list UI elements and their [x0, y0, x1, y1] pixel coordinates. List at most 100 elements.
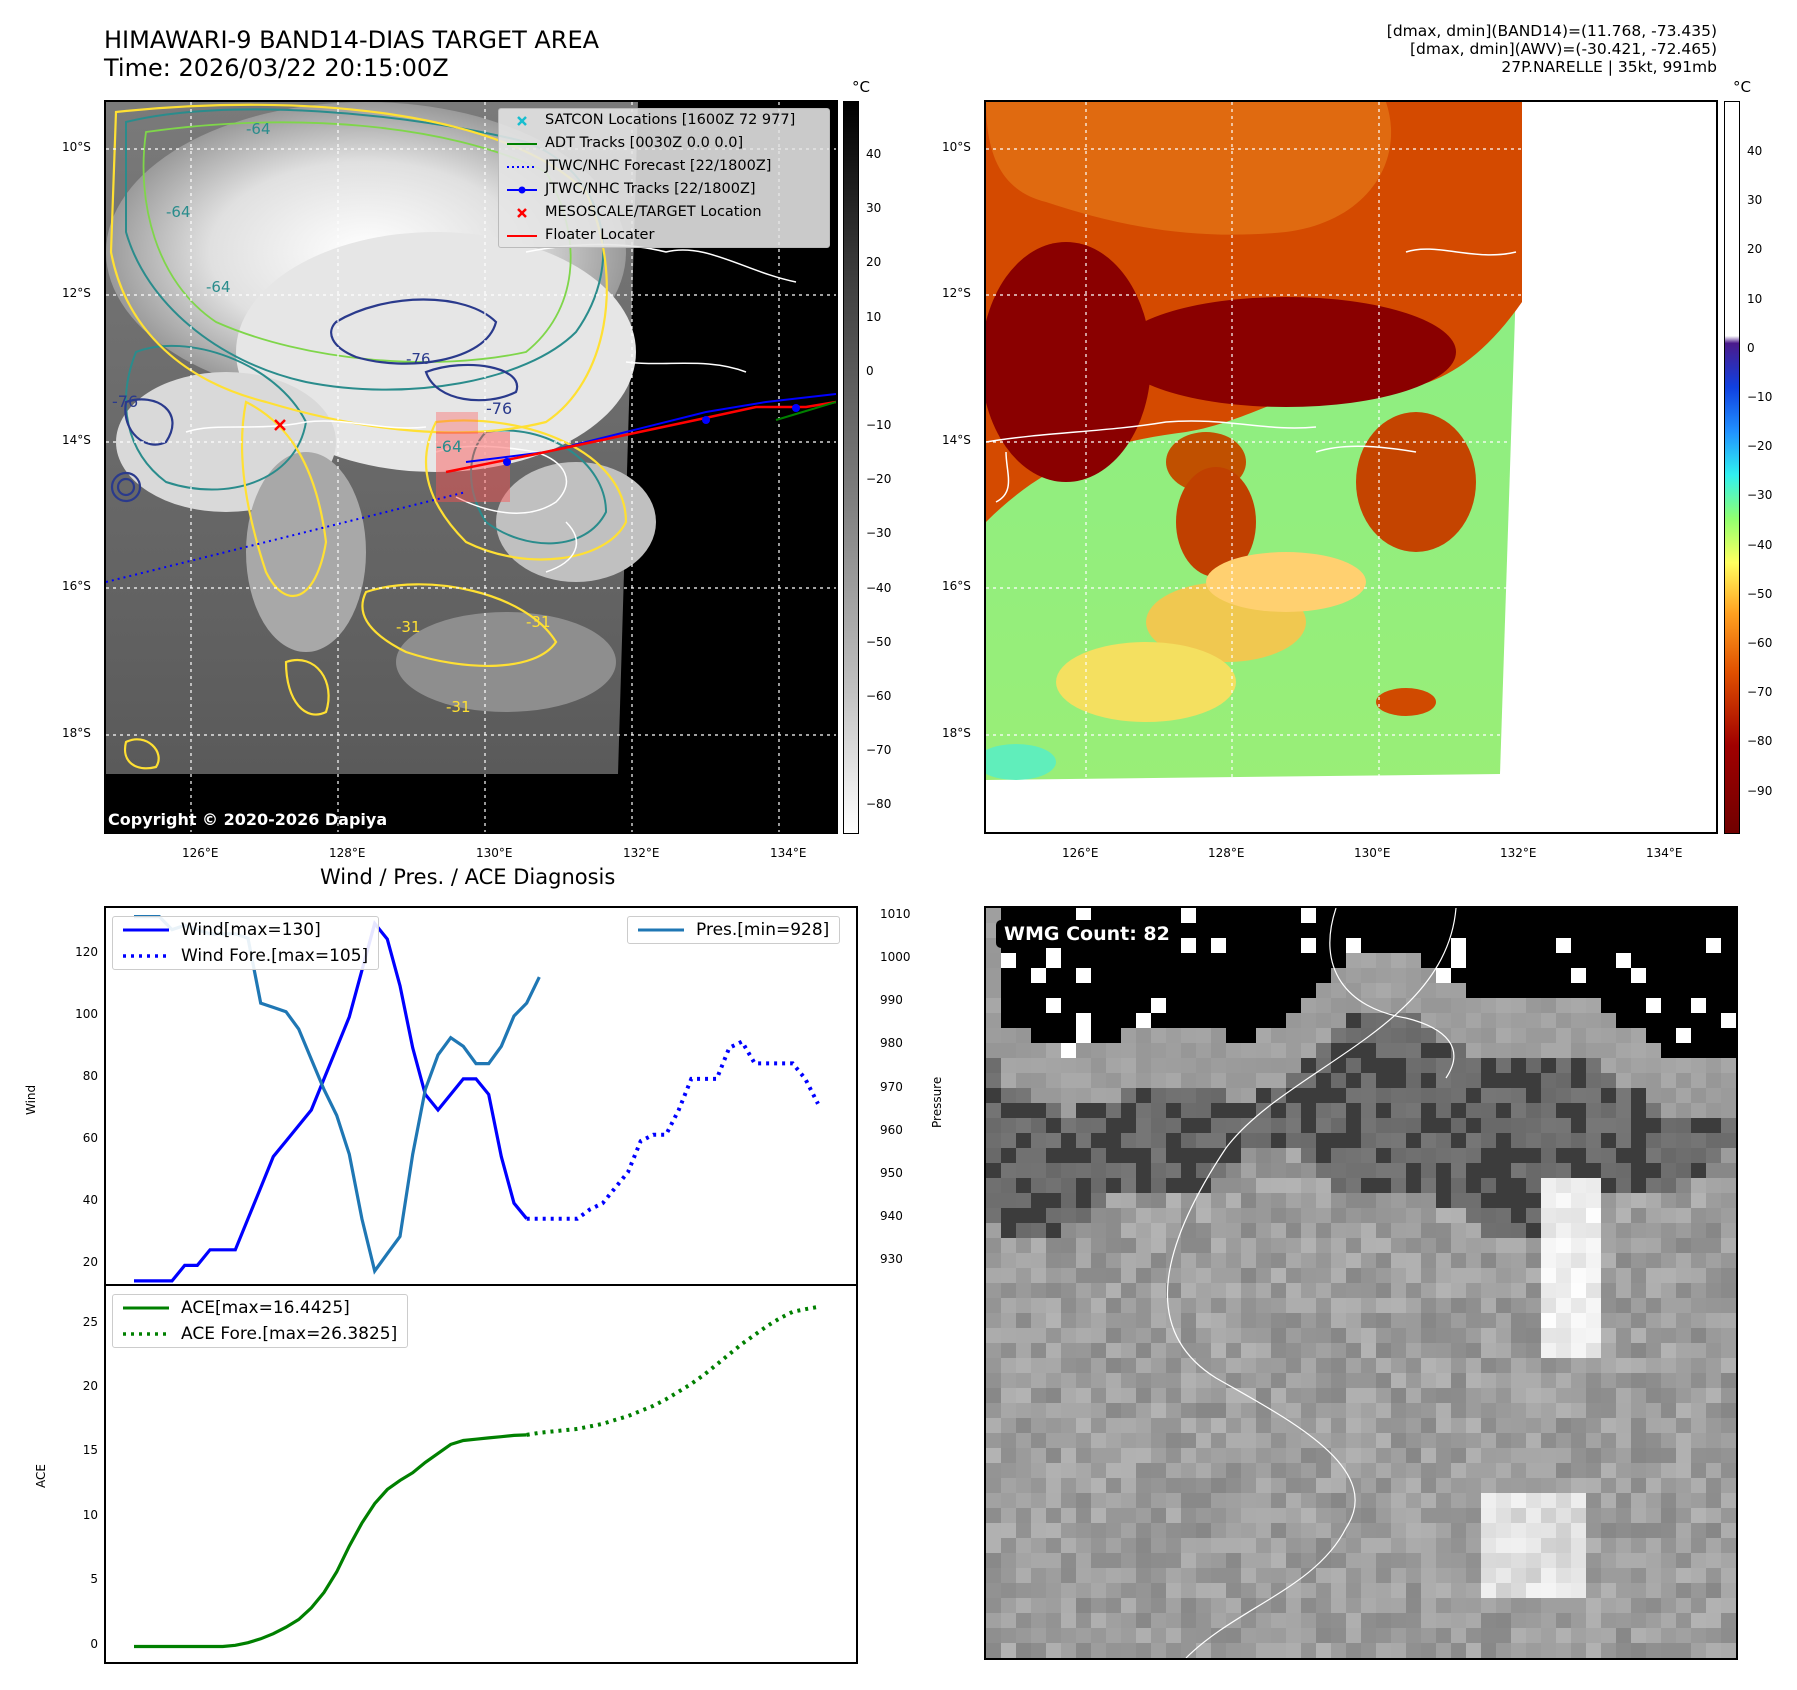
wmg-cell — [1631, 983, 1646, 998]
wmg-cell — [1031, 1013, 1046, 1028]
wmg-cell — [1391, 1538, 1406, 1553]
wmg-cell — [1211, 1118, 1226, 1133]
wmg-cell — [1181, 1448, 1196, 1463]
wmg-cell — [1406, 1193, 1421, 1208]
wmg-cell — [1271, 1043, 1286, 1058]
wmg-cell — [1181, 1388, 1196, 1403]
wmg-cell — [1211, 1553, 1226, 1568]
wmg-cell — [1526, 998, 1541, 1013]
wmg-cell — [1001, 1133, 1016, 1148]
gray-colorbar-tick: 20 — [866, 255, 882, 270]
wmg-cell — [1076, 1313, 1091, 1328]
wmg-cell — [1331, 1028, 1346, 1043]
wmg-cell — [1361, 1373, 1376, 1388]
wmg-cell — [1391, 1283, 1406, 1298]
wmg-cell — [1436, 1268, 1451, 1283]
wmg-cell — [1586, 1538, 1601, 1553]
wmg-cell — [1031, 1553, 1046, 1568]
wmg-cell — [1406, 1628, 1421, 1643]
wmg-cell — [1586, 1208, 1601, 1223]
wmg-cell — [1466, 938, 1481, 953]
wmg-cell — [1616, 1088, 1631, 1103]
wmg-cell — [1196, 1013, 1211, 1028]
wmg-cell — [1016, 1028, 1031, 1043]
wmg-cell — [1211, 1268, 1226, 1283]
wmg-cell — [1166, 1133, 1181, 1148]
wmg-cell — [1526, 1058, 1541, 1073]
wmg-cell — [1166, 1178, 1181, 1193]
wmg-cell — [1226, 1538, 1241, 1553]
wmg-cell — [1001, 1433, 1016, 1448]
wmg-cell — [1511, 1073, 1526, 1088]
wmg-cell — [1091, 1373, 1106, 1388]
wmg-cell — [1376, 998, 1391, 1013]
wmg-cell — [1361, 1328, 1376, 1343]
wmg-cell — [1256, 1418, 1271, 1433]
legend-label-mesoscale: MESOSCALE/TARGET Location — [545, 204, 762, 220]
wmg-cell — [1121, 1358, 1136, 1373]
wmg-cell — [1196, 953, 1211, 968]
wmg-cell — [1241, 1253, 1256, 1268]
wmg-cell — [1391, 1103, 1406, 1118]
wmg-cell — [1256, 1088, 1271, 1103]
wmg-cell — [1541, 1388, 1556, 1403]
wmg-cell — [1646, 923, 1661, 938]
wmg-cell — [1061, 1433, 1076, 1448]
legend-label-jtwc-forecast: JTWC/NHC Forecast [22/1800Z] — [545, 158, 772, 174]
wmg-cell — [1556, 1028, 1571, 1043]
wmg-cell — [1136, 953, 1151, 968]
wmg-cell — [1271, 1028, 1286, 1043]
wmg-cell — [1586, 1073, 1601, 1088]
wmg-cell — [1331, 1448, 1346, 1463]
wmg-cell — [1721, 1043, 1736, 1058]
wmg-cell — [1406, 1373, 1421, 1388]
wmg-cell — [1586, 1133, 1601, 1148]
wmg-cell — [986, 1193, 1001, 1208]
wmg-cell — [1241, 1058, 1256, 1073]
wmg-cell — [1436, 1553, 1451, 1568]
wmg-cell — [986, 1103, 1001, 1118]
wmg-cell — [1181, 998, 1196, 1013]
wmg-cell — [1436, 998, 1451, 1013]
figure-title: HIMAWARI-9 BAND14-DIAS TARGET AREA Time:… — [104, 26, 599, 82]
line-dot-icon — [507, 186, 537, 194]
wmg-cell — [1406, 1133, 1421, 1148]
gray-colorbar-tick: −80 — [866, 797, 892, 812]
wmg-cell — [1646, 1433, 1661, 1448]
lat-label-18s: 18°S — [62, 726, 91, 740]
wmg-cell — [1001, 1328, 1016, 1343]
wmg-cell — [1511, 1358, 1526, 1373]
wmg-cell — [1136, 1373, 1151, 1388]
wmg-cell — [1706, 1478, 1721, 1493]
wmg-cell — [1106, 1493, 1121, 1508]
wmg-cell — [1706, 1418, 1721, 1433]
wmg-cell — [1046, 1223, 1061, 1238]
wmg-cell — [1166, 1478, 1181, 1493]
wmg-cell — [1181, 968, 1196, 983]
wmg-cell — [1646, 1643, 1661, 1658]
wmg-cell — [1301, 1073, 1316, 1088]
wmg-cell — [1376, 1103, 1391, 1118]
wmg-cell — [1511, 1313, 1526, 1328]
wmg-cell — [986, 1178, 1001, 1193]
wmg-cell — [1481, 1403, 1496, 1418]
wmg-cell — [1226, 1118, 1241, 1133]
wmg-cell — [1721, 1058, 1736, 1073]
gray-colorbar-unit: °C — [852, 78, 870, 96]
wmg-cell — [1091, 1553, 1106, 1568]
wmg-cell — [1571, 1358, 1586, 1373]
wmg-cell — [1166, 908, 1181, 923]
wmg-cell — [1136, 1523, 1151, 1538]
wmg-cell — [1721, 1388, 1736, 1403]
wmg-cell — [1631, 1178, 1646, 1193]
wmg-cell — [1661, 1253, 1676, 1268]
wmg-cell — [1136, 1298, 1151, 1313]
wmg-cell — [1571, 1028, 1586, 1043]
wmg-cell — [1241, 1403, 1256, 1418]
wmg-cell — [1481, 1508, 1496, 1523]
wmg-cell — [1421, 1193, 1436, 1208]
wmg-cell — [1196, 1268, 1211, 1283]
wmg-cell — [1331, 1583, 1346, 1598]
wmg-cell — [1046, 1298, 1061, 1313]
wmg-cell — [1451, 1058, 1466, 1073]
